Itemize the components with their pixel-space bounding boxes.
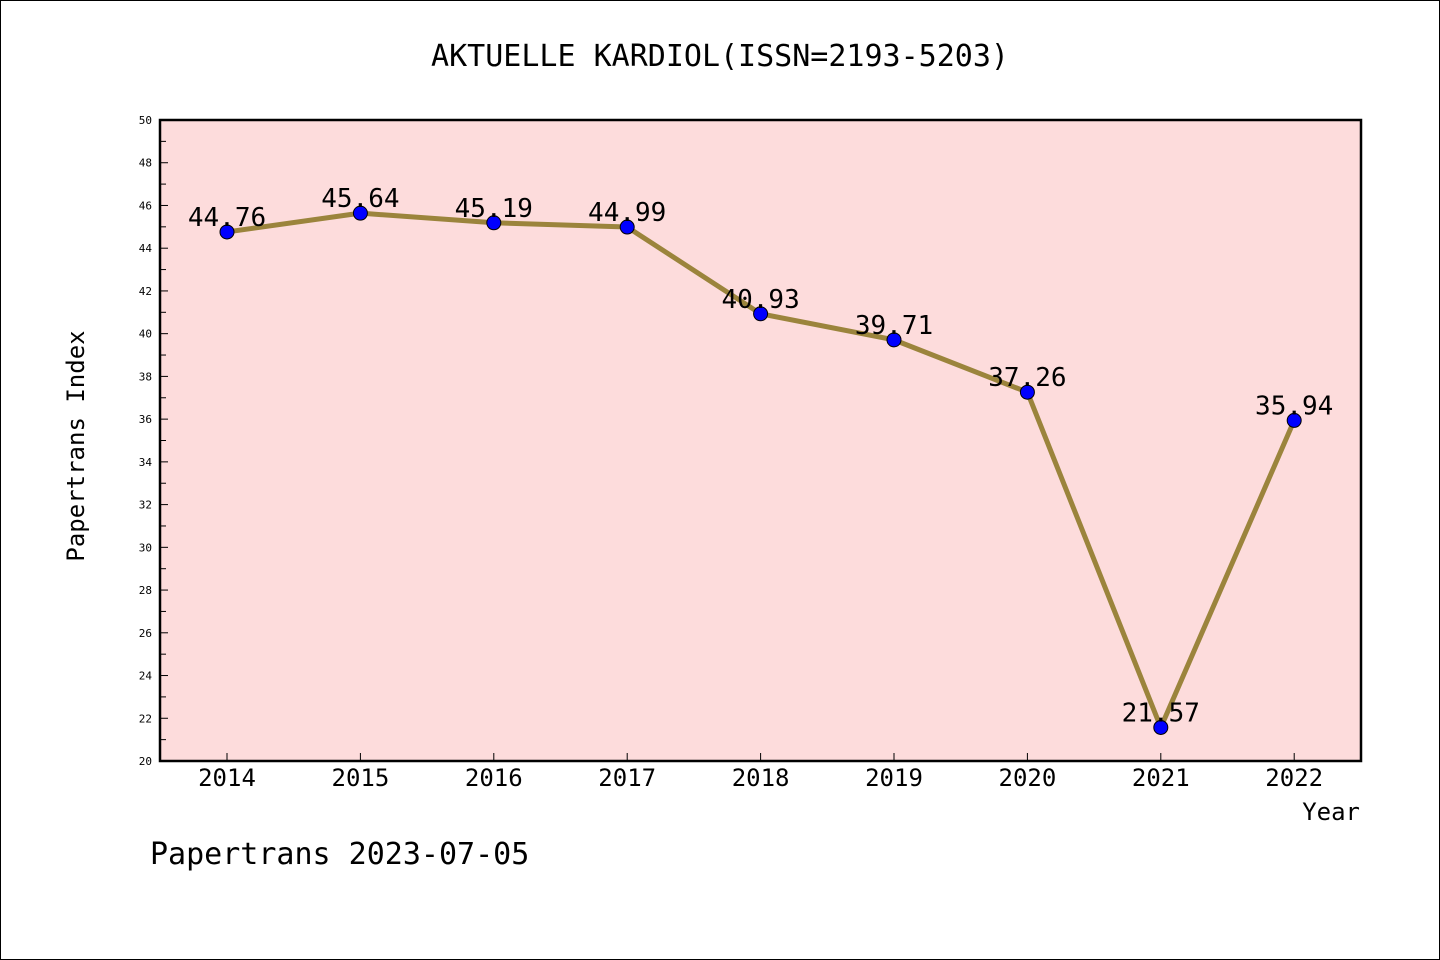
data-point (753, 306, 769, 322)
y-tick-label: 22 (139, 712, 152, 725)
data-point (1286, 412, 1302, 428)
data-label: 45.64 (321, 184, 399, 214)
y-tick-label: 38 (139, 370, 152, 383)
x-tick-label: 2020 (999, 764, 1057, 792)
x-tick-label: 2022 (1265, 764, 1323, 792)
y-tick-label: 48 (139, 157, 152, 170)
y-axis: 20 22 24 26 28 30 32 34 36 38 40 42 44 46 48 50 (139, 114, 168, 768)
data-point (886, 332, 902, 348)
y-tick-label: 26 (139, 627, 152, 640)
x-tick-label: 2018 (732, 764, 790, 792)
x-tick-label: 2021 (1132, 764, 1190, 792)
y-tick-label: 32 (139, 499, 152, 512)
x-axis-title: Year (1302, 798, 1360, 826)
plot-area (158, 118, 1363, 763)
data-label: 37.26 (988, 363, 1066, 393)
x-tick-label: 2014 (198, 764, 256, 792)
x-axis: 2014 2015 2016 2017 2018 2019 2020 2021 2022 (198, 753, 1323, 792)
y-axis-title: Papertrans Index (62, 330, 90, 561)
x-tick-label: 2017 (598, 764, 656, 792)
data-label: 44.76 (188, 203, 266, 233)
data-label: 21.57 (1122, 698, 1200, 728)
y-tick-label: 34 (139, 456, 153, 469)
y-tick-label: 46 (139, 199, 152, 212)
data-label: 44.99 (588, 198, 666, 228)
data-label: 45.19 (455, 194, 533, 224)
y-tick-label: 36 (139, 413, 152, 426)
y-tick-label: 20 (139, 755, 152, 768)
x-tick-label: 2016 (465, 764, 523, 792)
data-point (352, 205, 368, 221)
data-label: 40.93 (721, 285, 799, 315)
data-point (219, 224, 235, 240)
y-tick-label: 30 (139, 541, 152, 554)
data-point (619, 219, 635, 235)
footer-credit: Papertrans 2023-07-05 (150, 837, 529, 872)
y-tick-label: 24 (139, 670, 153, 683)
data-point (1153, 719, 1169, 735)
y-tick-label: 40 (139, 328, 152, 341)
x-tick-label: 2015 (332, 764, 390, 792)
y-tick-label: 50 (139, 114, 152, 127)
data-point (486, 215, 502, 231)
y-tick-label: 44 (139, 242, 153, 255)
data-markers (219, 205, 1302, 735)
data-labels: 44.76 45.64 45.19 44.99 40.93 39.71 37.26 21.57… (188, 184, 1333, 728)
x-tick-label: 2019 (865, 764, 923, 792)
data-label: 35.94 (1255, 391, 1333, 421)
data-label: 39.71 (855, 311, 933, 341)
y-tick-label: 28 (139, 584, 152, 597)
y-tick-label: 42 (139, 285, 152, 298)
data-point (1019, 384, 1035, 400)
chart-title: AKTUELLE KARDIOL(ISSN=2193-5203) (431, 39, 1009, 74)
